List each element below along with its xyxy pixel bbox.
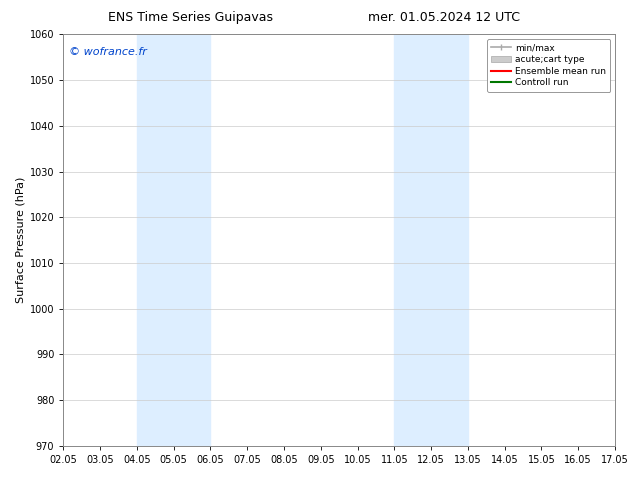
Bar bbox=[394, 34, 468, 446]
Legend: min/max, acute;cart type, Ensemble mean run, Controll run: min/max, acute;cart type, Ensemble mean … bbox=[487, 39, 611, 92]
Text: ENS Time Series Guipavas: ENS Time Series Guipavas bbox=[108, 11, 273, 24]
Text: mer. 01.05.2024 12 UTC: mer. 01.05.2024 12 UTC bbox=[368, 11, 520, 24]
Text: © wofrance.fr: © wofrance.fr bbox=[69, 47, 147, 57]
Y-axis label: Surface Pressure (hPa): Surface Pressure (hPa) bbox=[16, 177, 25, 303]
Bar bbox=[137, 34, 210, 446]
